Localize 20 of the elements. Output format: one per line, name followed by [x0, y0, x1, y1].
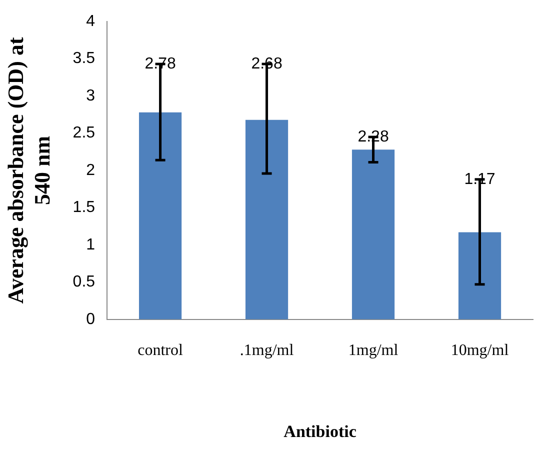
y-tick-label: 2	[86, 162, 96, 179]
y-tick-label: 0	[86, 310, 96, 328]
x-tick-label: .1mg/ml	[240, 342, 294, 360]
y-tick-label: 3	[86, 87, 96, 104]
y-tick-label: 4	[86, 13, 96, 30]
y-tick-label: 2.5	[72, 124, 96, 142]
x-tick-label: 10mg/ml	[450, 342, 510, 360]
x-tick-label: 1mg/ml	[348, 342, 399, 360]
y-tick-label: 3.5	[72, 50, 96, 68]
data-label: 2.78	[144, 55, 176, 72]
bar	[138, 112, 182, 320]
x-axis-title: Antibiotic	[284, 422, 357, 442]
bar	[458, 232, 502, 320]
x-tick-label: control	[138, 342, 184, 360]
bar	[245, 120, 288, 320]
y-axis-title: Average absorbance (OD) at 540 nm	[2, 36, 54, 304]
y-tick-label: 1	[86, 236, 96, 254]
bar	[352, 150, 395, 320]
y-tick-label: 1.5	[72, 199, 96, 216]
y-tick-label: 0.5	[72, 274, 96, 291]
